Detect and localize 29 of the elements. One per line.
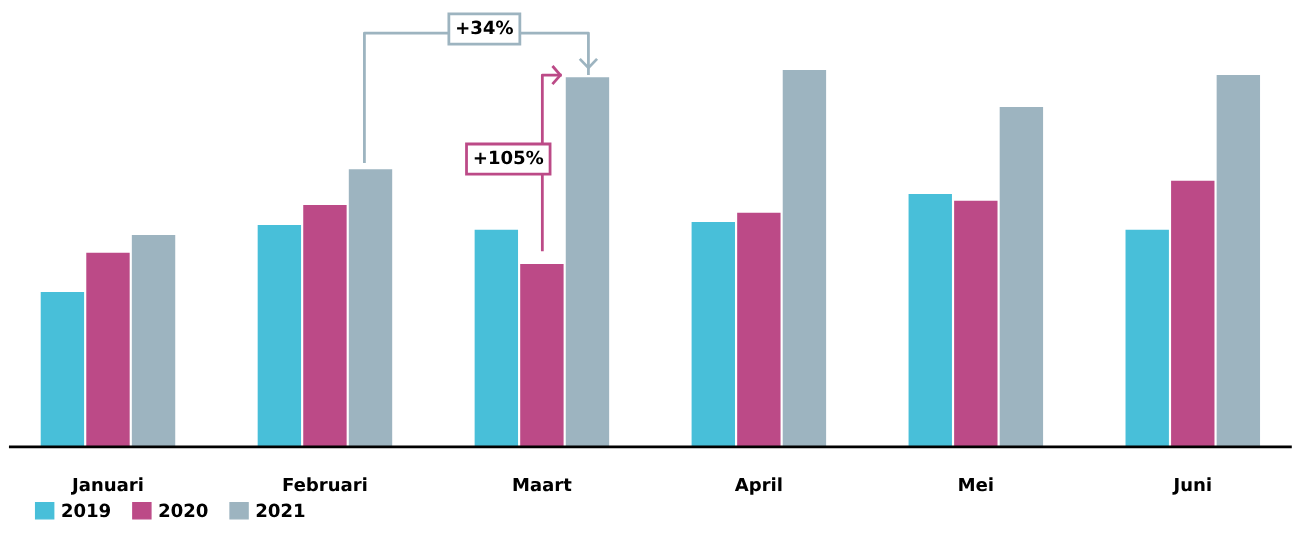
bar [954, 200, 998, 447]
bar [257, 224, 302, 447]
x-tick-label: Januari [71, 477, 143, 495]
bar [565, 77, 610, 447]
x-tick-label: Mei [959, 477, 993, 492]
bar [691, 221, 735, 447]
x-tick-label: Juni [1172, 477, 1211, 495]
bar [1125, 229, 1169, 447]
bar [1171, 180, 1215, 447]
bar [908, 194, 952, 447]
bar [520, 264, 564, 447]
legend-label: 2020 [159, 503, 208, 518]
bar [131, 235, 176, 447]
x-tick-label: Februari [283, 477, 367, 492]
bar [782, 70, 827, 447]
annotation: +105% [474, 150, 544, 165]
bar [737, 212, 781, 447]
bar [474, 229, 519, 447]
bar [40, 291, 85, 447]
legend-label: 2019 [62, 503, 111, 518]
x-tick-label: Maart [513, 477, 572, 492]
bar [1216, 74, 1261, 447]
text: +34% [457, 20, 513, 35]
legend-label: 2021 [256, 503, 305, 518]
bar [999, 106, 1044, 447]
bar [348, 169, 393, 447]
x-tick-label: April [734, 477, 782, 495]
bar [303, 204, 347, 447]
bar [86, 252, 130, 447]
